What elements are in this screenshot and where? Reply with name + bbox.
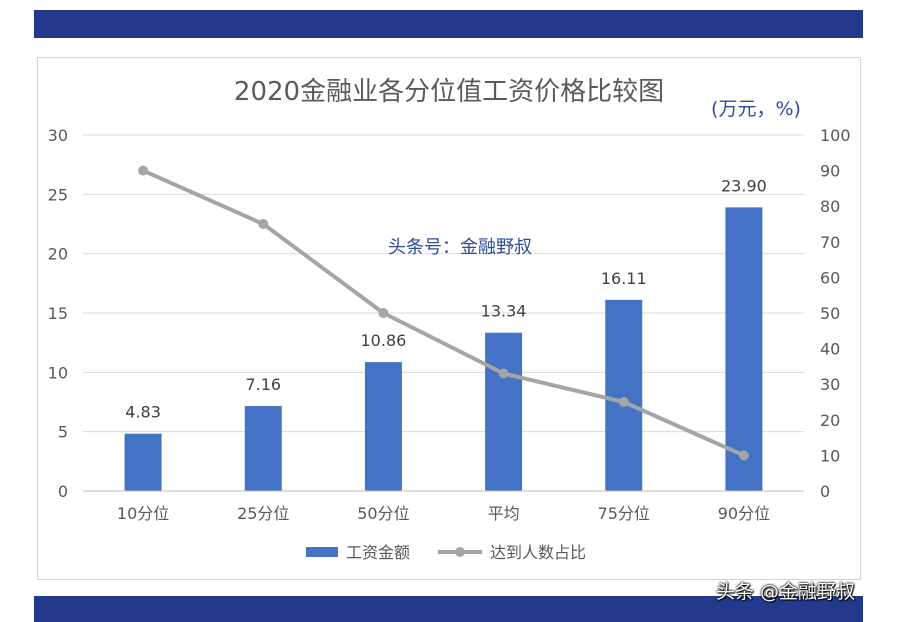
y-left-tick-label: 5 xyxy=(58,423,68,442)
y-right-tick-label: 80 xyxy=(820,197,840,216)
legend-bar-swatch xyxy=(306,547,338,557)
y-right-tick-label: 90 xyxy=(820,162,840,181)
y-right-tick-label: 30 xyxy=(820,375,840,394)
x-axis: 10分位 25分位 50分位 平均 75分位 90分位 xyxy=(83,490,804,523)
x-tick-label: 75分位 xyxy=(598,504,650,523)
footer-watermark: 头条 @金融野叔 xyxy=(716,581,856,603)
y-axis-right: 0 10 20 30 40 50 60 70 80 90 100 xyxy=(820,126,851,501)
y-right-tick-label: 50 xyxy=(820,304,840,323)
y-left-tick-label: 20 xyxy=(48,245,68,264)
line-point xyxy=(498,368,509,379)
line-point xyxy=(258,219,269,229)
unit-note: (万元，%) xyxy=(711,98,801,120)
bar-data-label: 10.86 xyxy=(361,331,407,350)
bar-data-label: 16.11 xyxy=(601,269,647,288)
chart-title: 2020金融业各分位值工资价格比较图 xyxy=(234,77,664,107)
gridlines xyxy=(83,134,804,492)
y-right-tick-label: 10 xyxy=(820,446,840,465)
bar xyxy=(124,433,162,491)
y-right-tick-label: 20 xyxy=(820,411,840,430)
y-right-tick-label: 60 xyxy=(820,268,840,287)
line-point xyxy=(618,397,629,407)
bar xyxy=(364,362,402,491)
bar xyxy=(605,299,643,491)
y-right-tick-label: 70 xyxy=(820,233,840,252)
legend: 工资金额 达到人数占比 xyxy=(306,543,586,562)
x-tick-label: 50分位 xyxy=(357,504,409,523)
top-banner xyxy=(34,10,863,38)
y-axis-left: 0 5 10 15 20 25 30 xyxy=(48,126,68,501)
legend-line-marker xyxy=(455,547,465,557)
bar-data-label: 7.16 xyxy=(245,375,281,394)
bar xyxy=(725,207,763,492)
series-line xyxy=(142,168,745,458)
legend-label-line: 达到人数占比 xyxy=(490,543,586,562)
bar xyxy=(244,406,282,491)
bar xyxy=(485,332,523,491)
y-left-tick-label: 10 xyxy=(48,363,68,382)
line-point xyxy=(378,308,389,318)
x-tick-label: 平均 xyxy=(488,504,520,523)
center-watermark: 头条号：金融野叔 xyxy=(388,237,532,258)
y-left-tick-label: 0 xyxy=(58,482,68,501)
bottom-banner xyxy=(34,596,863,622)
line-series xyxy=(138,165,749,461)
line-point xyxy=(738,450,749,461)
y-left-tick-label: 15 xyxy=(48,304,68,323)
x-tick-label: 90分位 xyxy=(718,504,770,523)
bar-data-label: 23.90 xyxy=(721,176,767,195)
bar-data-label: 13.34 xyxy=(481,302,527,321)
x-tick-label: 25分位 xyxy=(237,504,289,523)
bar-data-label: 4.83 xyxy=(125,403,161,422)
y-left-tick-label: 30 xyxy=(48,126,68,145)
bar-series: 4.83 7.16 10.86 13.34 16.11 23.90 xyxy=(124,176,767,492)
y-right-tick-label: 100 xyxy=(820,126,851,145)
line-point xyxy=(138,165,149,176)
y-left-tick-label: 25 xyxy=(48,185,68,204)
y-right-tick-label: 0 xyxy=(820,482,830,501)
chart-container xyxy=(37,57,861,580)
x-tick-label: 10分位 xyxy=(117,504,169,523)
legend-label-bar: 工资金额 xyxy=(346,543,410,562)
y-right-tick-label: 40 xyxy=(820,340,840,359)
